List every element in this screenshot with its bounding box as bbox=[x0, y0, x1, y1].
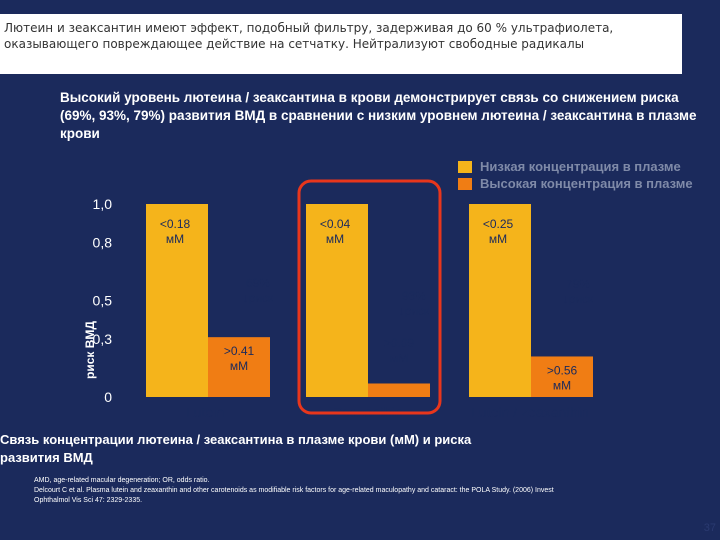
bar-low bbox=[469, 204, 531, 397]
highlight-frame bbox=[297, 179, 442, 415]
bar-high bbox=[208, 337, 270, 397]
legend-swatch-low bbox=[458, 160, 472, 173]
bar-high-label: >0.09 bbox=[384, 336, 415, 350]
legend-label-high: Высокая концентрация в плазме bbox=[480, 176, 693, 191]
bar-high-label-unit: мМ bbox=[230, 359, 248, 373]
bar-low-label-unit: мМ bbox=[489, 232, 507, 246]
bar-low bbox=[306, 204, 368, 397]
y-tick-label: 1,0 bbox=[93, 196, 113, 212]
bar-high-label: >0.56 bbox=[547, 363, 578, 377]
chart-caption: Связь концентрации лютеина / зеаксантина… bbox=[0, 432, 472, 465]
legend-item-high: Высокая концентрация в плазме bbox=[458, 175, 693, 192]
legend-item-low: Низкая концентрация в плазме bbox=[458, 158, 693, 175]
risk-reduction-label: 93% bbox=[402, 289, 426, 303]
bar-low-label-unit: мМ bbox=[166, 232, 184, 246]
chart-legend: Низкая концентрация в плазме Высокая кон… bbox=[458, 158, 693, 192]
bar-high bbox=[368, 383, 430, 397]
risk-reduction-label: 79% bbox=[566, 277, 590, 291]
x-category-label: Lutein / zeaxanthin bbox=[471, 404, 589, 420]
bar-low bbox=[146, 204, 208, 397]
bar-low-label-unit: мМ bbox=[326, 232, 344, 246]
bar-high bbox=[531, 356, 593, 397]
legend-label-low: Низкая концентрация в плазме bbox=[480, 159, 681, 174]
y-tick-label: 0,5 bbox=[93, 293, 113, 309]
bar-high-label-unit: мМ bbox=[390, 351, 408, 365]
bar-low-label: <0.18 bbox=[160, 217, 191, 231]
legend-swatch-high bbox=[458, 177, 472, 190]
y-tick-label: 0,3 bbox=[93, 331, 113, 347]
chart-subtitle: Высокий уровень лютеина / зеаксантина в … bbox=[60, 90, 697, 141]
footnote-reference: Delcourt C et al. Plasma lutein and zeax… bbox=[34, 487, 554, 504]
bar-high-label-unit: мМ bbox=[553, 378, 571, 392]
footnote-abbreviations: AMD, age-related macular degeneration; O… bbox=[34, 477, 210, 484]
footnote: AMD, age-related macular degeneration; O… bbox=[34, 476, 564, 506]
risk-reduction-label-text: ↓риск bbox=[399, 304, 430, 318]
x-category-label: Lutein bbox=[186, 404, 224, 420]
top-text: Лютеин и зеаксантин имеют эффект, подобн… bbox=[4, 21, 614, 51]
risk-reduction-label-text: ↓риск bbox=[243, 291, 274, 305]
y-axis-label: риск ВМД bbox=[83, 321, 97, 379]
page-number: 37 bbox=[703, 522, 716, 534]
bar-low-label: <0.04 bbox=[320, 217, 351, 231]
bar-low-label: <0.25 bbox=[483, 217, 514, 231]
y-tick-label: 0,8 bbox=[93, 235, 113, 251]
risk-reduction-label: 69% bbox=[246, 276, 270, 290]
risk-reduction-label-text: ↓риск bbox=[563, 292, 594, 306]
top-text-box: Лютеин и зеаксантин имеют эффект, подобн… bbox=[0, 14, 682, 74]
y-tick-label: 0 bbox=[104, 389, 112, 405]
bar-high-label: >0.41 bbox=[224, 344, 255, 358]
